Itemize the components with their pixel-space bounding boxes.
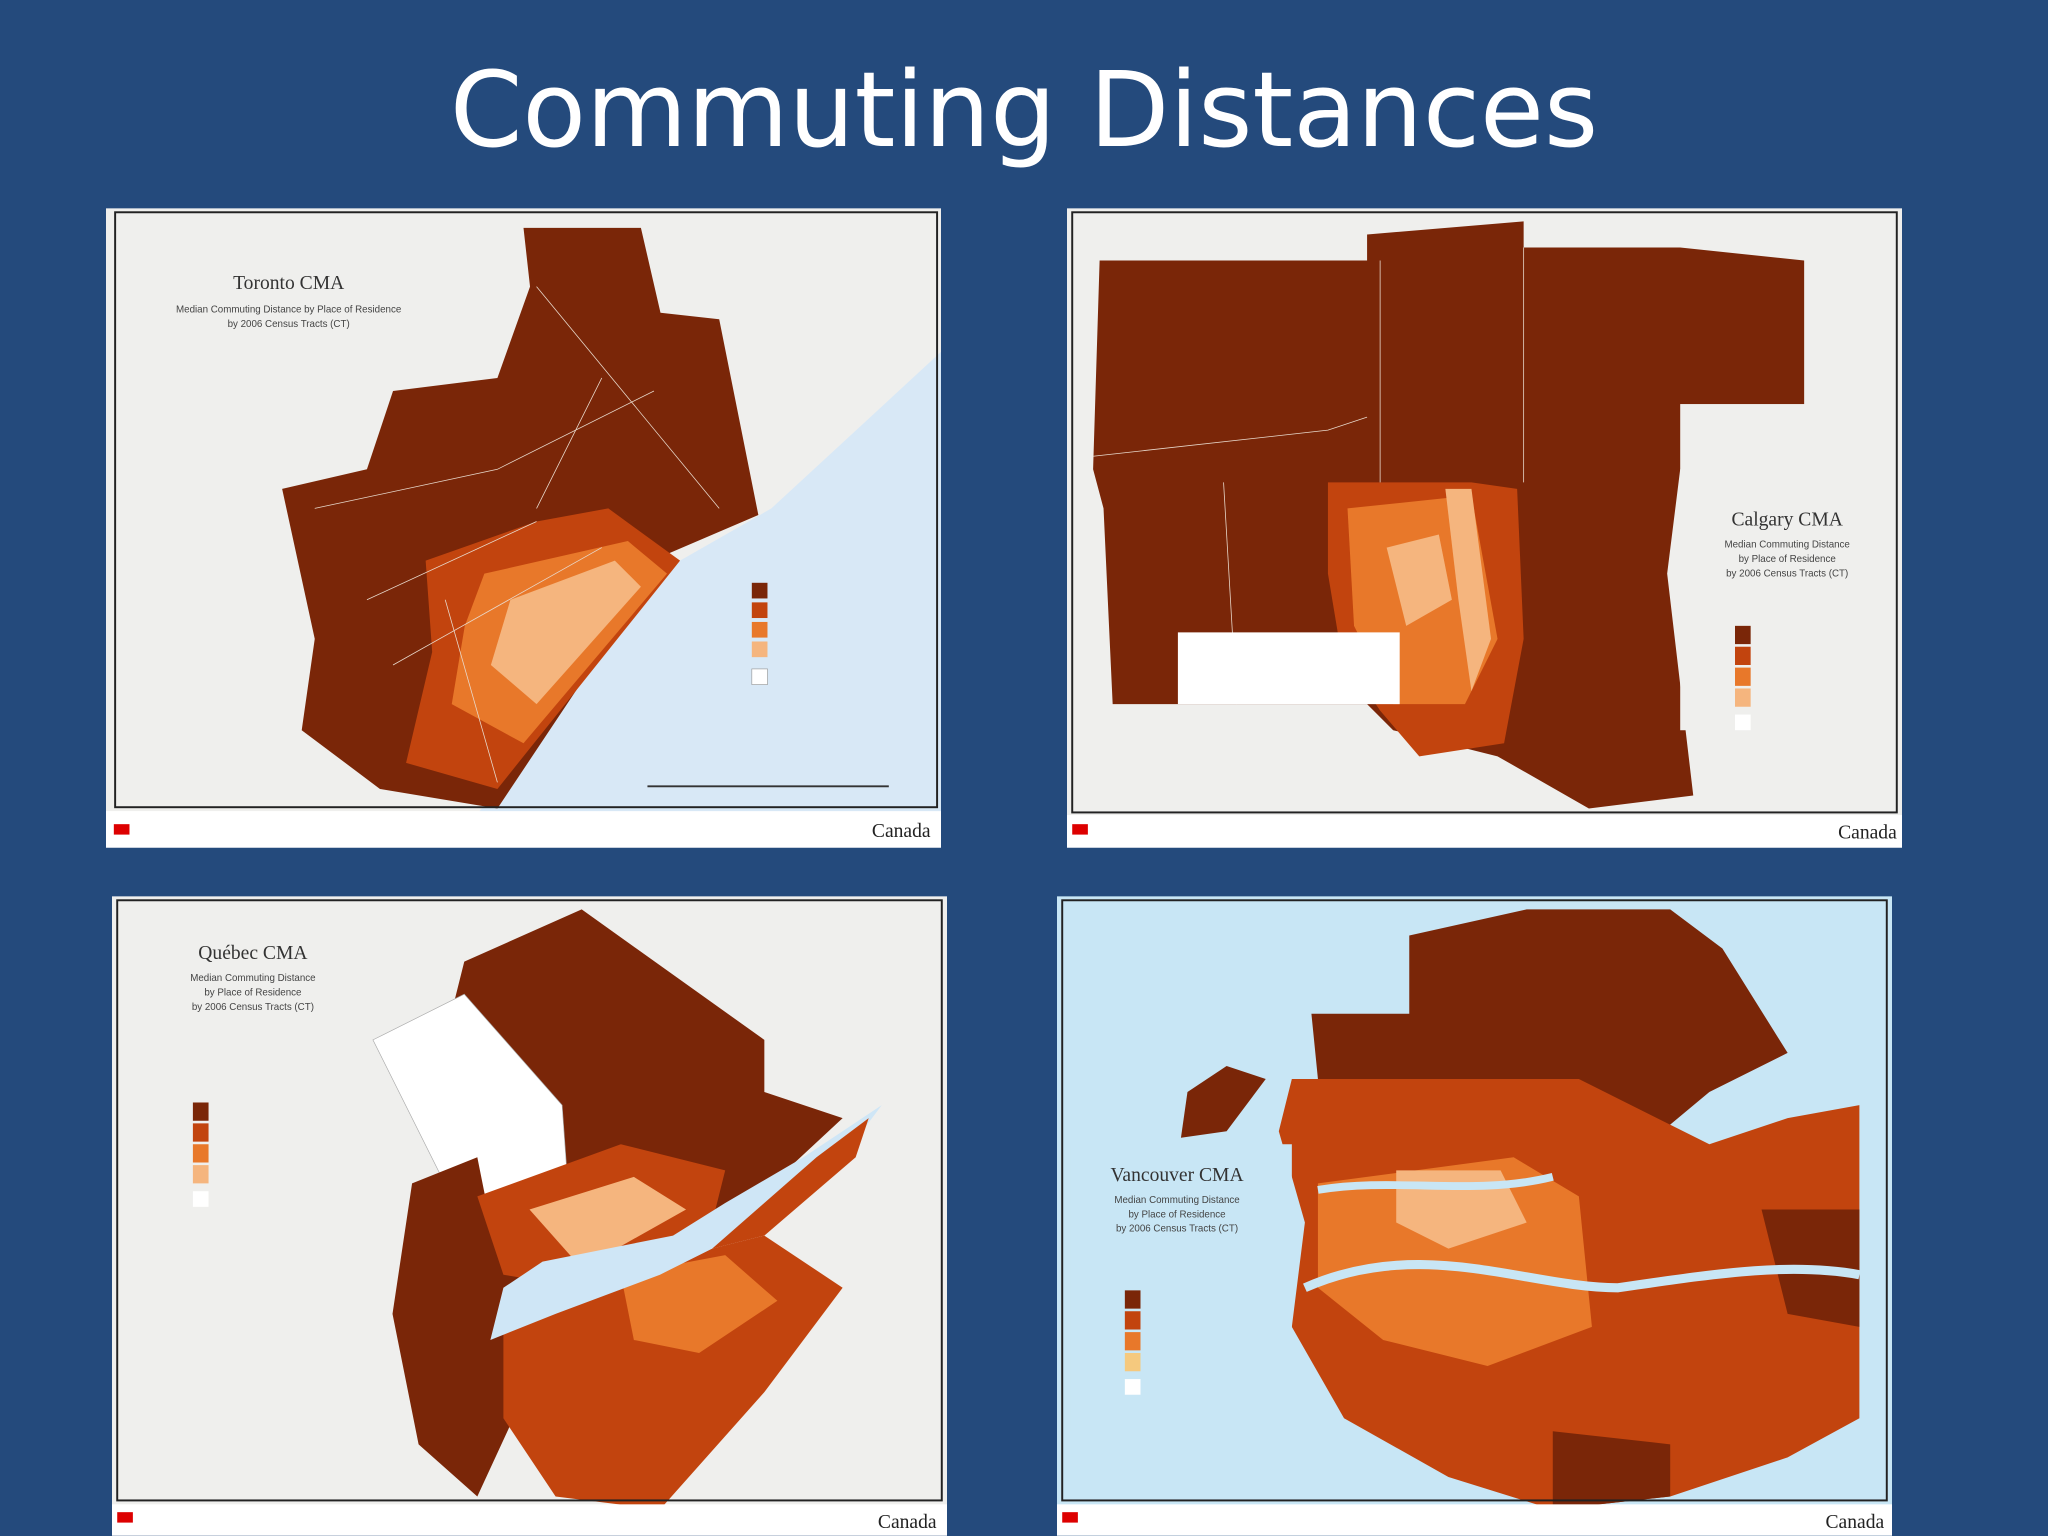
island [1180,1065,1266,1138]
region [1317,1157,1592,1367]
map-subtitle: Median Commuting Distance [1724,540,1849,551]
legend-swatch [192,1123,209,1142]
map-title: Québec CMA [198,943,307,964]
map-panel: Toronto CMA Median Commuting Distance by… [106,208,941,848]
footer-bar [112,1504,947,1536]
map-subtitle: by 2006 Census Tracts (CT) [1726,568,1848,579]
map-subtitle: by Place of Residence [1128,1209,1225,1220]
legend-swatch [1124,1311,1141,1330]
region [620,1255,778,1353]
region [1445,488,1492,692]
region [490,560,641,705]
legend-swatch [1124,1290,1141,1309]
legend-swatch [1124,1332,1141,1351]
map-title: Vancouver CMA [1110,1165,1243,1186]
footer-wordmark: Canada [872,821,931,842]
legend-swatch [751,668,768,685]
legend-swatch [1124,1379,1141,1395]
footer-wordmark: Canada [1838,823,1897,844]
map-subtitle: by Place of Residence [1739,554,1836,565]
region [529,1176,687,1269]
map-panel: Vancouver CMA Median Commuting Distance … [1057,896,1892,1536]
frame [114,211,939,809]
legend-swatch [192,1165,209,1184]
legend-swatch [1124,1352,1141,1372]
footer-bar [106,811,941,848]
map-title: Calgary CMA [1731,509,1842,530]
region [1386,534,1452,626]
legend-swatch [751,582,768,599]
legend-swatch [192,1191,209,1207]
flag [1062,1512,1078,1523]
flag [113,824,130,835]
legend-swatch [1735,688,1751,707]
region [1552,1431,1671,1510]
legend-swatch [1735,646,1751,665]
map-subtitle: Median Commuting Distance [1114,1195,1239,1206]
footer-wordmark: Canada [878,1512,937,1533]
slide-title: Commuting Distances [449,49,1599,171]
legend-swatch [751,641,768,658]
frame [116,899,943,1502]
legend-swatch [192,1144,209,1163]
legend-swatch [751,621,768,638]
legend-swatch [1735,667,1751,686]
footer-bar [1067,815,1902,848]
legend-swatch [1735,625,1751,645]
region [712,1118,869,1249]
legend-swatch [192,1102,209,1121]
legend-swatch [1735,714,1751,731]
boundary [314,286,720,783]
legend-swatch [751,602,768,619]
map-panel: Calgary CMA Median Commuting Distance by… [1067,208,1902,848]
map-panel: Québec CMA Median Commuting Distance by … [112,896,947,1536]
label-box [1177,632,1400,705]
frame [1061,899,1888,1502]
footer-wordmark: Canada [1826,1512,1885,1533]
boundary [1093,247,1525,705]
map-title: Toronto CMA [233,273,344,294]
legend-area [1680,404,1889,731]
map-subtitle: by 2006 Census Tracts (CT) [1116,1224,1238,1235]
map-subtitle: by 2006 Census Tracts (CT) [192,1002,314,1013]
inlet [1317,1173,1554,1194]
legend-area [1070,1144,1292,1432]
map-subtitle: by Place of Residence [204,988,301,999]
footer-bar [1057,1504,1892,1536]
flag [117,1512,133,1523]
flag [1072,824,1088,835]
water [471,351,941,822]
river [490,1105,882,1340]
map-subtitle: Median Commuting Distance by Place of Re… [176,305,401,316]
map-subtitle: Median Commuting Distance [190,973,315,984]
region [282,227,759,809]
map-subtitle: by 2006 Census Tracts (CT) [228,319,350,330]
river [1303,1260,1861,1293]
frame [1071,211,1898,814]
region [1396,1170,1527,1249]
